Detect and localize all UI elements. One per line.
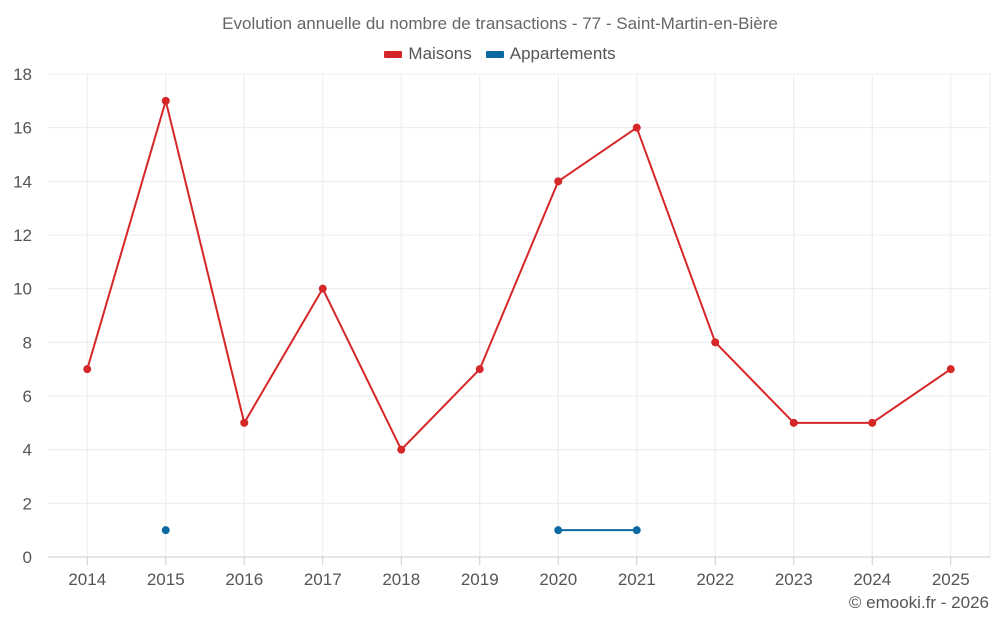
credit-text: © emooki.fr - 2026 — [848, 593, 989, 612]
data-point-maisons-2020[interactable] — [554, 177, 563, 186]
data-point-appartements-2015[interactable] — [161, 526, 170, 535]
x-tick-label: 2019 — [461, 570, 499, 589]
y-tick-label: 0 — [23, 548, 32, 567]
x-tick-label: 2018 — [382, 570, 420, 589]
data-point-maisons-2022[interactable] — [711, 338, 720, 347]
legend-swatch-appartements — [485, 50, 504, 58]
data-point-maisons-2025[interactable] — [946, 365, 955, 374]
x-tick-label: 2020 — [539, 570, 577, 589]
y-tick-label: 2 — [23, 494, 32, 513]
series-line-maisons — [86, 99, 952, 451]
legend-label-maisons: Maisons — [408, 44, 472, 63]
grid — [48, 73, 991, 557]
y-tick-label: 16 — [13, 119, 32, 138]
series-maisons — [83, 96, 955, 454]
y-tick-label: 6 — [23, 387, 32, 406]
data-point-maisons-2014[interactable] — [83, 365, 92, 374]
x-tick-label: 2022 — [696, 570, 734, 589]
y-tick-label: 18 — [13, 65, 32, 84]
data-point-maisons-2024[interactable] — [868, 418, 877, 427]
legend: Maisons Appartements — [0, 44, 1000, 64]
legend-item-maisons[interactable]: Maisons — [384, 44, 472, 64]
x-tick-label: 2015 — [147, 570, 185, 589]
data-point-maisons-2023[interactable] — [789, 418, 798, 427]
legend-swatch-maisons — [384, 50, 403, 58]
data-point-maisons-2015[interactable] — [161, 96, 170, 105]
axes: 0 2 4 6 8 10 12 14 16 18 2014 2015 2016 2017 2018 2019 2… — [13, 65, 990, 589]
legend-label-appartements: Appartements — [509, 44, 616, 63]
chart-title: Evolution annuelle du nombre de transact… — [222, 14, 778, 33]
x-tick-label: 2023 — [775, 570, 813, 589]
data-point-appartements-2020[interactable] — [554, 526, 563, 535]
series — [83, 96, 955, 535]
y-tick-label: 4 — [23, 441, 32, 460]
x-tick-label: 2021 — [618, 570, 656, 589]
x-tick-label: 2016 — [225, 570, 263, 589]
x-tick-label: 2017 — [304, 570, 342, 589]
y-tick-label: 12 — [13, 226, 32, 245]
y-tick-label: 10 — [13, 280, 32, 299]
data-point-maisons-2016[interactable] — [240, 418, 249, 427]
x-tick-label: 2014 — [68, 570, 106, 589]
data-point-appartements-2021[interactable] — [632, 526, 641, 535]
series-appartements — [161, 526, 641, 535]
data-point-maisons-2017[interactable] — [318, 284, 327, 293]
x-tick-label: 2025 — [932, 570, 970, 589]
x-tick-label: 2024 — [853, 570, 891, 589]
data-point-maisons-2018[interactable] — [397, 445, 406, 454]
y-tick-label: 8 — [23, 333, 32, 352]
legend-item-appartements[interactable]: Appartements — [485, 44, 616, 64]
data-point-maisons-2021[interactable] — [632, 123, 641, 132]
y-tick-label: 14 — [13, 172, 32, 191]
data-point-maisons-2019[interactable] — [475, 365, 484, 374]
